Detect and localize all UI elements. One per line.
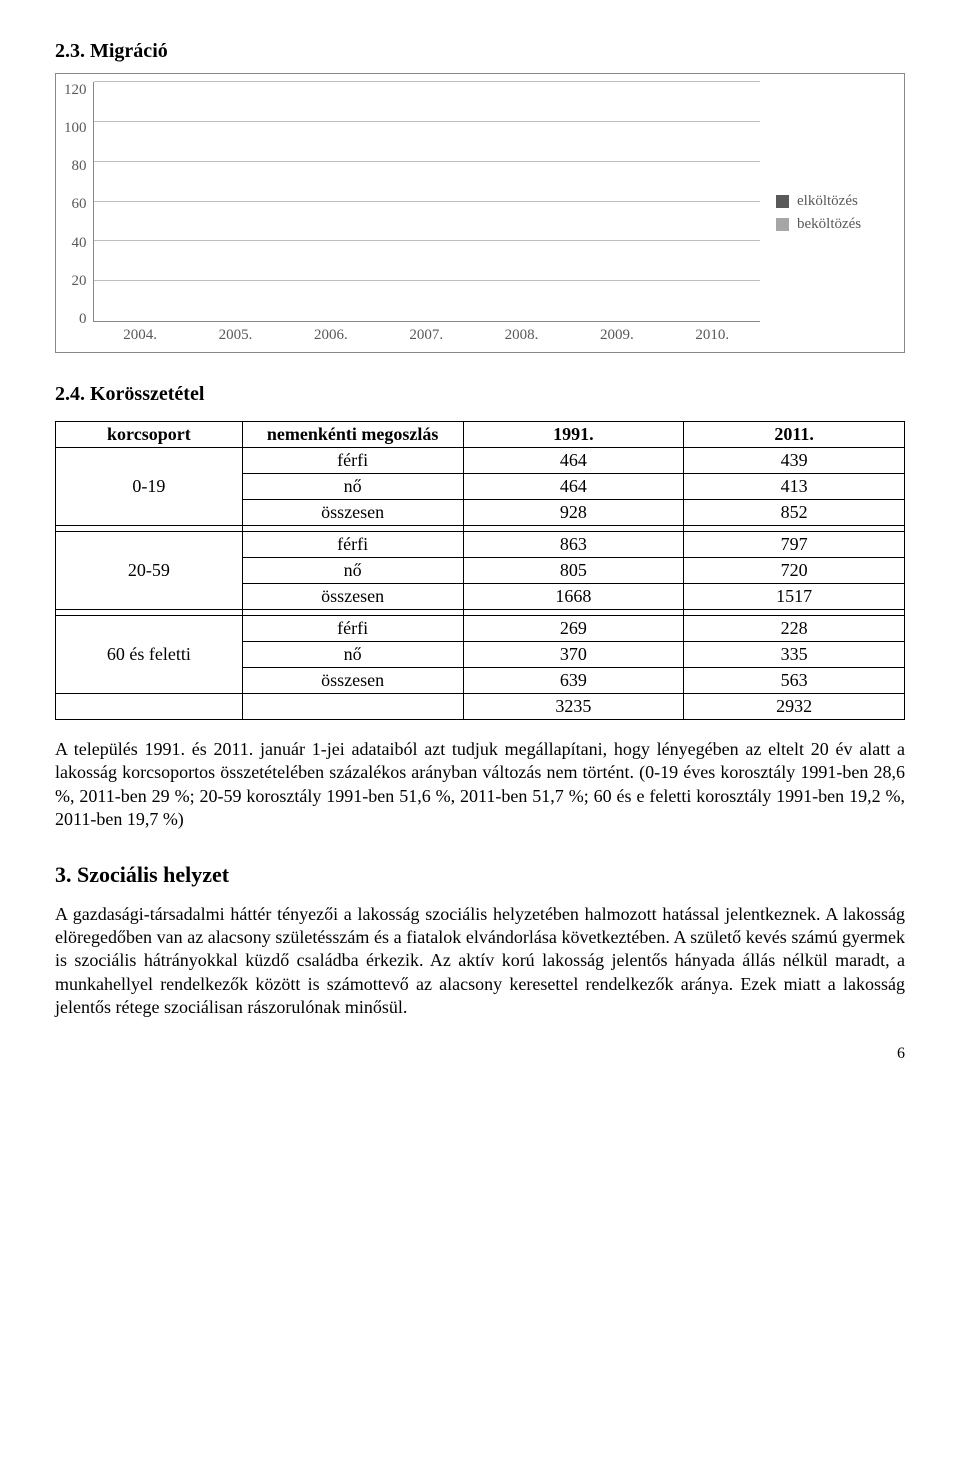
chart-yaxis: 120 100 80 60 40 20 0 (64, 82, 93, 328)
age-paragraph: A település 1991. és 2011. január 1-jei … (55, 738, 905, 832)
section-migration-title: 2.3. Migráció (55, 40, 905, 63)
group-60plus: 60 és feletti (56, 616, 243, 694)
page-number: 6 (55, 1045, 905, 1063)
chart-legend: elköltözés beköltözés (760, 187, 890, 239)
th-y2: 2011. (684, 422, 905, 448)
x-tick: 2004. (93, 327, 186, 344)
x-tick: 2005. (189, 327, 282, 344)
group-0-19: 0-19 (56, 448, 243, 526)
grand-total-2011: 2932 (684, 694, 905, 720)
legend-label-elkoltozes: elköltözés (797, 193, 858, 210)
x-tick: 2007. (379, 327, 472, 344)
legend-swatch-elkoltozes (776, 195, 789, 208)
x-tick: 2008. (475, 327, 568, 344)
x-tick: 2006. (284, 327, 377, 344)
th-split: nemenkénti megoszlás (242, 422, 463, 448)
chart-plot-area (93, 82, 761, 322)
th-group: korcsoport (56, 422, 243, 448)
legend-swatch-bekoltozes (776, 218, 789, 231)
th-y1: 1991. (463, 422, 684, 448)
social-paragraph: A gazdasági-társadalmi háttér tényezői a… (55, 903, 905, 1020)
migration-chart: 120 100 80 60 40 20 0 2004.2005.2006.200… (55, 73, 905, 353)
age-table: korcsoport nemenkénti megoszlás 1991. 20… (55, 421, 905, 720)
chart-xaxis: 2004.2005.2006.2007.2008.2009.2010. (93, 327, 761, 344)
section-social-title: 3. Szociális helyzet (55, 862, 905, 888)
section-age-title: 2.4. Korösszetétel (55, 383, 905, 406)
x-tick: 2009. (570, 327, 663, 344)
group-20-59: 20-59 (56, 532, 243, 610)
x-tick: 2010. (666, 327, 759, 344)
legend-label-bekoltozes: beköltözés (797, 216, 861, 233)
grand-total-1991: 3235 (463, 694, 684, 720)
